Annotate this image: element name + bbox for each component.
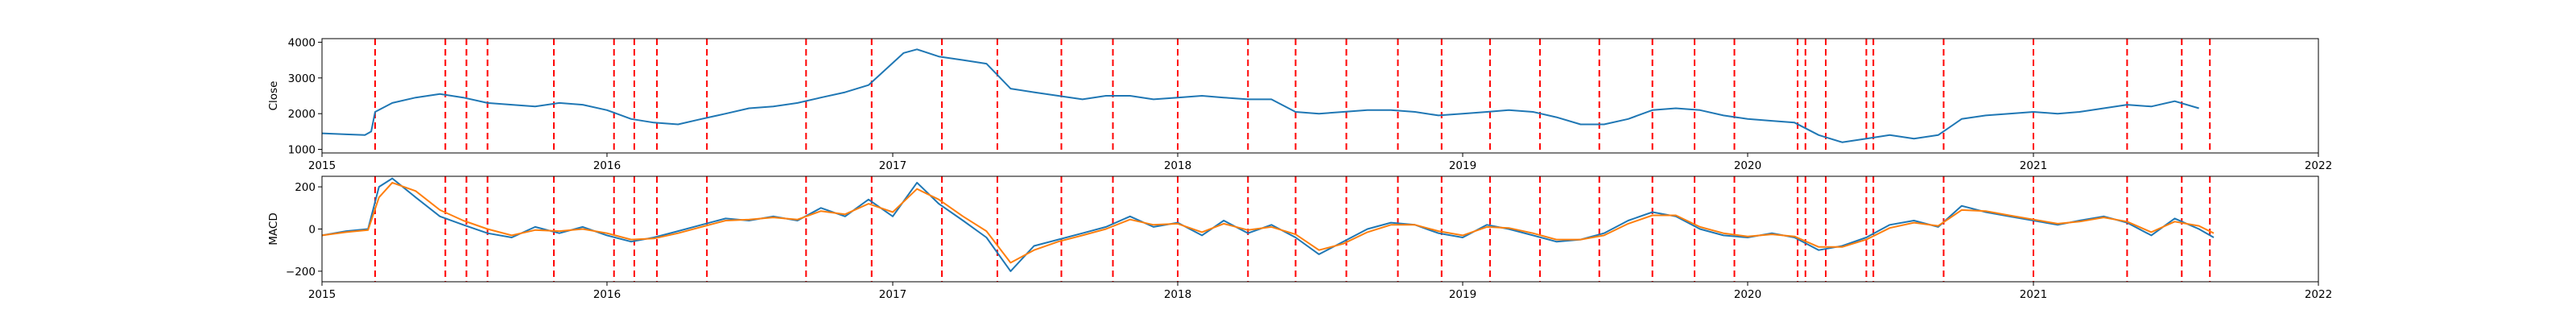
macd-y-tick-label-1: 0 <box>308 224 316 237</box>
close-x-tick-label-4: 2019 <box>1449 159 1476 172</box>
close-price-panel: 2015 2016 2017 2018 2019 2020 2021 2022 1000 200… <box>267 36 2332 172</box>
macd-x-tick-label-4: 2019 <box>1449 288 1476 301</box>
macd-x-tick-label-7: 2022 <box>2305 288 2332 301</box>
close-x-tick-label-2: 2017 <box>879 159 906 172</box>
close-y-tick-label-0: 1000 <box>288 144 316 157</box>
close-y-tick-label-3: 4000 <box>288 36 316 49</box>
macd-event-markers <box>374 176 2211 282</box>
macd-x-tick-label-5: 2020 <box>1734 288 1761 301</box>
macd-x-tick-label-2: 2017 <box>879 288 906 301</box>
close-x-tick-label-6: 2021 <box>2020 159 2047 172</box>
macd-y-axis-label: MACD <box>267 213 280 245</box>
macd-y-tick-label-2: 200 <box>295 181 316 194</box>
close-x-tick-label-0: 2015 <box>308 159 336 172</box>
close-y-ticks: 1000 2000 3000 4000 <box>288 36 322 157</box>
close-x-tick-label-7: 2022 <box>2305 159 2332 172</box>
close-x-tick-label-5: 2020 <box>1734 159 1761 172</box>
macd-x-ticks: 2015 2016 2017 2018 2019 2020 2021 2022 <box>308 282 2332 301</box>
macd-x-tick-label-1: 2016 <box>593 288 621 301</box>
close-x-ticks: 2015 2016 2017 2018 2019 2020 2021 2022 <box>308 153 2332 172</box>
close-y-tick-label-1: 2000 <box>288 108 316 121</box>
close-x-tick-label-1: 2016 <box>593 159 621 172</box>
macd-panel: 2015 2016 2017 2018 2019 2020 2021 2022 −200 0 20… <box>267 175 2332 301</box>
close-y-tick-label-2: 3000 <box>288 72 316 85</box>
macd-series-line-1 <box>321 181 2215 264</box>
close-plot-frame <box>321 38 2319 154</box>
macd-series-group <box>321 177 2215 272</box>
macd-x-tick-label-3: 2018 <box>1164 288 1191 301</box>
macd-x-tick-label-0: 2015 <box>308 288 336 301</box>
close-series-line-0 <box>321 48 2199 143</box>
close-x-tick-label-3: 2018 <box>1164 159 1191 172</box>
close-event-markers <box>374 39 2211 153</box>
close-y-axis-label: Close <box>267 81 280 111</box>
macd-x-tick-label-6: 2021 <box>2020 288 2047 301</box>
macd-y-ticks: −200 0 200 <box>286 181 322 279</box>
close-series-group <box>321 48 2199 143</box>
macd-y-tick-label-0: −200 <box>286 266 316 279</box>
